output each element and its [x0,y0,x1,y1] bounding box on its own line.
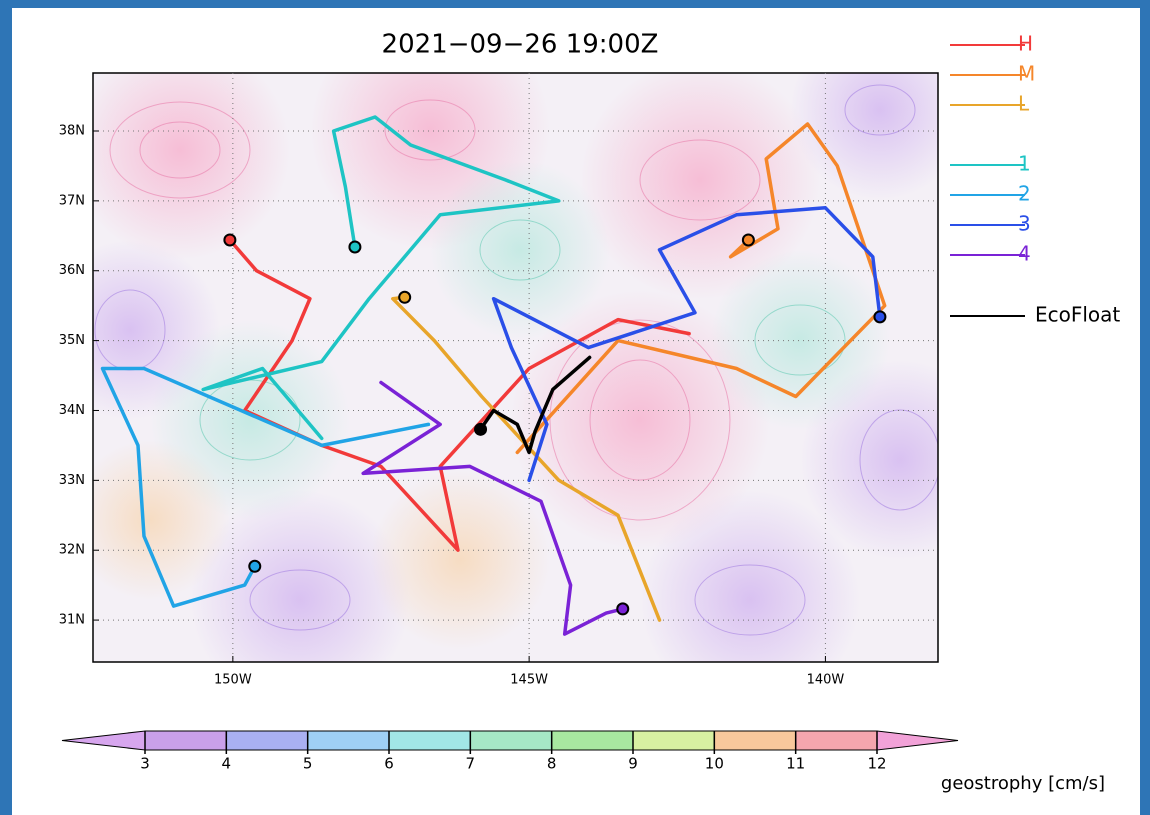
colorbar-segment [145,731,226,750]
legend-label: H [1018,32,1033,56]
colorbar-segment [470,731,551,750]
colorbar-segment [796,731,877,750]
lat-tick-label: 35N [59,333,85,348]
colorbar-segment [633,731,714,750]
legend-label: L [1018,92,1030,116]
page: {"map": { "title": "2021−09−26 19:00Z", … [0,0,1150,815]
end-marker [249,561,260,572]
figure: 2021−09−26 19:00Z geostrophy [cm/s] 150W… [0,0,1150,815]
colorbar-tick-label: 3 [140,755,150,773]
colorbar-over [877,731,958,750]
legend-label: EcoFloat [1035,303,1120,327]
lat-tick-label: 34N [59,403,85,418]
colorbar-segment [552,731,633,750]
end-marker [617,603,628,614]
colorbar-tick-label: 4 [222,755,232,773]
lat-tick-label: 32N [59,543,85,558]
streamline-background [40,10,1000,710]
colorbar-tick-label: 6 [384,755,394,773]
legend-label: 4 [1018,242,1031,266]
colorbar-tick-label: 12 [867,755,886,773]
lat-tick-label: 31N [59,613,85,628]
lon-tick-label: 145W [510,673,548,688]
colorbar-segment [714,731,795,750]
colorbar-under [62,731,145,750]
legend-label: 1 [1018,152,1031,176]
colorbar-tick-label: 5 [303,755,313,773]
colorbar-segment [308,731,389,750]
end-marker [224,234,235,245]
colorbar-label: geostrophy [cm/s] [941,773,1105,794]
map-title: 2021−09−26 19:00Z [382,30,659,60]
colorbar-tick-label: 8 [547,755,557,773]
end-marker [349,241,360,252]
lat-tick-label: 36N [59,263,85,278]
colorbar-tick-label: 11 [786,755,805,773]
colorbar-tick-label: 10 [705,755,724,773]
colorbar-segment [226,731,307,750]
lat-tick-label: 38N [59,123,85,138]
lon-tick-label: 150W [214,673,252,688]
colorbar-tick-label: 9 [628,755,638,773]
lon-tick-label: 140W [807,673,845,688]
colorbar-tick-label: 7 [466,755,476,773]
end-marker [475,424,486,435]
legend-label: M [1018,62,1035,86]
colorbar-segment [389,731,470,750]
legend-label: 2 [1018,182,1031,206]
lat-tick-label: 33N [59,473,85,488]
lat-tick-label: 37N [59,193,85,208]
legend-label: 3 [1018,212,1031,236]
end-marker [743,234,754,245]
end-marker [399,292,410,303]
end-marker [874,311,885,322]
